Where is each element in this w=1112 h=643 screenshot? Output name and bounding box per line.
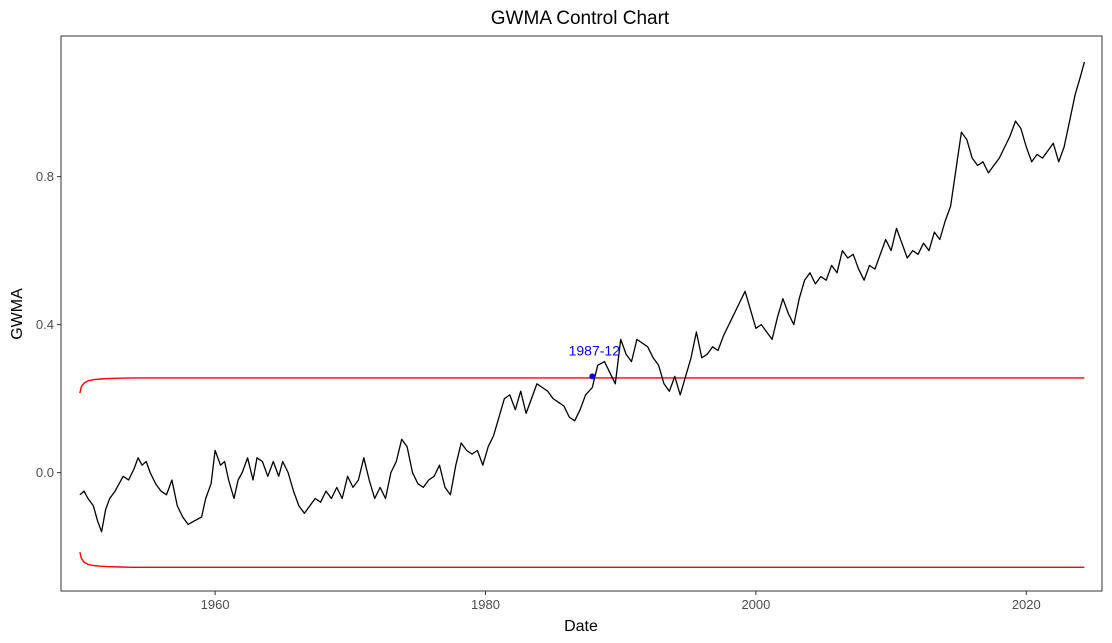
x-tick-label: 2020 [1012,597,1041,612]
gwma-series-layer [79,61,1086,533]
signal-layer: 1987-12 [569,342,621,380]
y-tick-label: 0.0 [36,465,54,480]
signal-point [589,373,596,380]
signal-point-label: 1987-12 [569,342,621,358]
x-axis: 1960 1980 2000 2020 [201,591,1041,612]
gwma-line [79,61,1086,533]
x-tick-label: 1980 [471,597,500,612]
y-tick-label: 0.8 [36,169,54,184]
plot-panel-border [60,35,1103,592]
x-tick-label: 2000 [741,597,770,612]
x-tick-label: 1960 [201,597,230,612]
lcl-line [79,551,1085,568]
chart-title: GWMA Control Chart [491,8,670,29]
control-limits-layer [79,377,1085,568]
y-tick-label: 0.4 [36,317,54,332]
y-axis-title: GWMA [9,288,26,340]
ucl-line [79,377,1085,394]
x-axis-title: Date [564,618,598,635]
y-axis: 0.0 0.4 0.8 [36,169,61,480]
